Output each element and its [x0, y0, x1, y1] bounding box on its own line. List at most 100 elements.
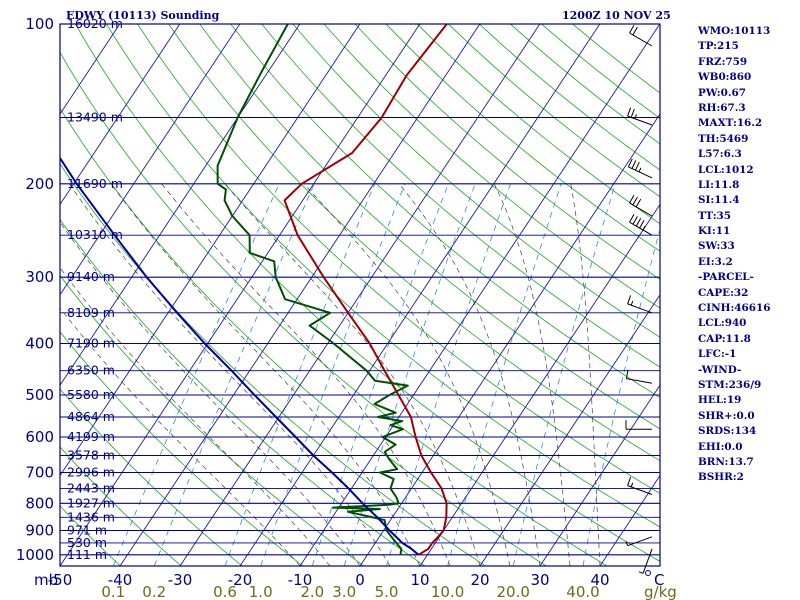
temperature-unit-label: C: [654, 571, 664, 589]
temperature-tick-label: -40: [108, 571, 133, 589]
mixing-ratio-tick-label: 3.0: [332, 583, 356, 600]
isotherm-line: [60, 24, 181, 206]
index-row: BRN:13.7: [698, 455, 754, 468]
index-row: LFC:-1: [698, 348, 737, 361]
pressure-tick-label: 1000: [16, 546, 54, 564]
wind-barb: [629, 194, 653, 217]
temperature-tick-label: -50: [48, 571, 73, 589]
dewpoint-profile: [216, 24, 409, 555]
index-row: SW:33: [698, 240, 735, 253]
moist-adiabat-line: [60, 307, 301, 566]
mixing-ratio-unit-label: g/kg: [644, 583, 677, 600]
temperature-tick-label: -30: [168, 571, 193, 589]
index-row: LCL:1012: [698, 163, 754, 176]
wind-barb: [629, 214, 653, 236]
mixing-ratio-line: [260, 183, 406, 566]
mixing-ratio-tick-label: 0.1: [101, 583, 125, 600]
stability-index-panel: WMO:10113 TP:215 FRZ:759 WB0:860 PW:0.67 RH:6…: [698, 24, 798, 486]
pressure-tick-label: 600: [25, 428, 54, 446]
wind-barb: [629, 24, 653, 47]
mixing-ratio-tick-label: 2.0: [300, 583, 324, 600]
pressure-tick-label: 400: [25, 335, 54, 353]
dry-adiabat-line: [199, 24, 660, 430]
index-row: STM:236/9: [698, 378, 762, 391]
isotherm-line: [299, 24, 660, 566]
isotherm-line: [179, 24, 541, 566]
isotherm-line: [119, 24, 481, 566]
wind-barb: [638, 548, 653, 574]
moist-adiabat-line: [224, 183, 481, 566]
index-row: PW:0.67: [698, 86, 746, 99]
dry-adiabat-line: [261, 24, 660, 368]
chart-title: EDWY (10113) Sounding: [66, 9, 220, 22]
index-row: SI:11.4: [698, 194, 740, 207]
parcel-path: [60, 156, 420, 556]
dry-adiabat-line: [354, 24, 660, 280]
isotherm-line: [60, 24, 241, 296]
degree-symbol: [645, 570, 651, 576]
height-label: 971 m: [67, 523, 107, 538]
height-label: 2443 m: [67, 480, 115, 495]
grid-layer: [60, 24, 660, 566]
dry-adiabat-line: [168, 24, 660, 462]
dry-adiabat-line: [60, 51, 608, 566]
moist-adiabat-line: [69, 183, 391, 566]
mixing-ratio-tick-label: 1.0: [249, 583, 273, 600]
index-row: FRZ:759: [698, 55, 748, 68]
wind-barb: [627, 158, 653, 179]
index-row: L57:6.3: [698, 148, 742, 161]
temperature-profile: [283, 24, 448, 556]
pressure-tick-label: 700: [25, 464, 54, 482]
isotherm-line: [60, 24, 421, 566]
dry-adiabat-line: [106, 24, 660, 528]
dry-adiabat-line: [230, 24, 660, 399]
wind-barb: [627, 477, 653, 495]
height-label: 1927 m: [67, 495, 115, 510]
index-row: LCL:940: [698, 317, 747, 330]
height-label: 4864 m: [67, 409, 115, 424]
index-row: WMO:10113: [698, 25, 771, 37]
mixing-ratio-line: [447, 183, 562, 566]
series-layer: [60, 24, 448, 556]
mixing-ratio-line: [112, 183, 280, 566]
height-label: 9140 m: [67, 269, 115, 284]
index-row: -WIND-: [698, 363, 742, 376]
dry-adiabat-line: [292, 24, 660, 338]
isotherm-line: [239, 24, 601, 566]
mixing-ratio-line: [386, 183, 511, 566]
index-row: SRDS:134: [698, 425, 757, 438]
dry-adiabat-line: [60, 274, 365, 566]
index-row: -PARCEL-: [698, 271, 754, 284]
height-label: 5580 m: [67, 387, 115, 402]
temperature-tick-label: -20: [228, 571, 253, 589]
moist-adiabat-line: [570, 183, 601, 566]
height-label: 8109 m: [67, 305, 115, 320]
pressure-tick-label: 100: [25, 15, 54, 33]
chart-time: 1200Z 10 NOV 25: [562, 9, 671, 22]
index-row: SHR+:0.0: [698, 409, 755, 422]
wind-barb: [625, 420, 652, 430]
pressure-tick-label: 800: [25, 494, 54, 512]
temperature-tick-label: 40: [590, 571, 609, 589]
index-row: TT:35: [698, 209, 732, 222]
pressure-tick-label: 900: [25, 522, 54, 540]
pressure-unit-label: mb: [34, 571, 58, 589]
index-row: BSHR:2: [698, 471, 744, 484]
height-label: 2996 m: [67, 465, 115, 480]
height-label: 16020 m: [67, 16, 123, 31]
mixing-ratio-tick-label: 0.2: [142, 583, 166, 600]
height-label: 1436 m: [67, 509, 115, 524]
pressure-tick-label: 300: [25, 268, 54, 286]
moist-adiabat-line: [303, 183, 511, 566]
index-row: WB0:860: [698, 71, 752, 84]
dry-adiabat-line: [60, 331, 304, 566]
isotherm-line: [60, 24, 361, 477]
index-row: KI:11: [698, 225, 731, 238]
height-label: 111 m: [67, 547, 107, 562]
dry-adiabat-line: [385, 24, 660, 252]
wind-barb: [627, 107, 653, 126]
height-label: 3578 m: [67, 448, 115, 463]
